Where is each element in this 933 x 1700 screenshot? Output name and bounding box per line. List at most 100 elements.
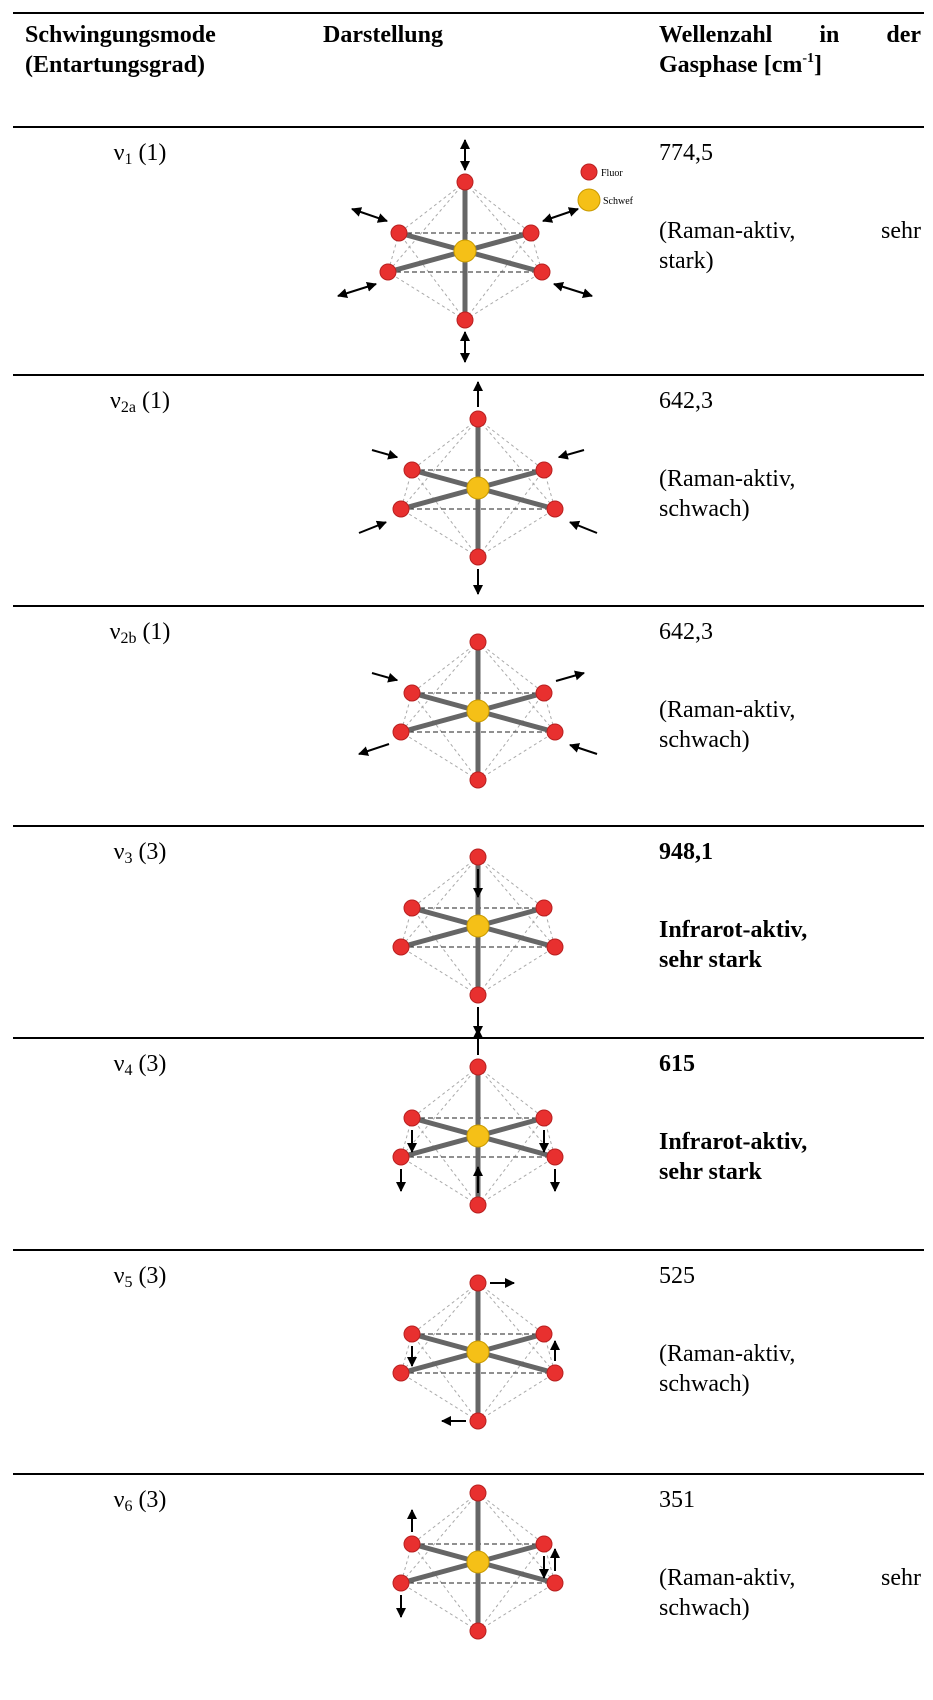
mode-index: 3 <box>124 850 133 867</box>
degeneracy: (3) <box>138 1263 167 1289</box>
fluorine-atom <box>546 1364 564 1382</box>
mode-symbol: ν <box>113 839 125 865</box>
displacement-arrow <box>358 743 390 756</box>
rule <box>13 605 924 607</box>
octahedron-edge <box>464 232 532 321</box>
octahedron-edge <box>400 641 479 733</box>
octahedron-edge <box>398 232 466 321</box>
note-line: (Raman-aktiv, sehr <box>659 1565 921 1591</box>
octahedron-edge <box>477 1582 556 1632</box>
octahedron-edge <box>477 731 556 781</box>
displacement-arrow <box>569 743 598 755</box>
wavenumber: 774,5 <box>659 140 713 166</box>
octahedron-edge <box>464 181 532 234</box>
octahedron-edge <box>477 418 556 510</box>
mode-symbol: ν <box>109 619 121 645</box>
header-text: Gasphase [cm-1] <box>659 50 921 80</box>
octahedron-edge <box>477 469 545 558</box>
octahedron-edge <box>464 181 543 273</box>
octahedron-edge <box>398 181 466 234</box>
octahedron-edge <box>411 1543 479 1632</box>
note-line: sehr stark <box>659 947 762 973</box>
displacement-arrow <box>351 207 388 223</box>
octahedron-edge <box>477 1282 556 1374</box>
note-line: (Raman-aktiv, <box>659 466 796 492</box>
fluorine-atom <box>469 1484 487 1502</box>
note-line: schwach) <box>659 1371 750 1397</box>
octahedron-edge <box>411 1282 479 1335</box>
fluorine-atom <box>392 723 410 741</box>
note-line: schwach) <box>659 496 750 522</box>
mode-cell: ν3 (3) <box>40 837 240 867</box>
fluorine-atom <box>469 1622 487 1640</box>
fluorine-atom <box>469 986 487 1004</box>
octahedron-edge <box>400 1156 479 1206</box>
note-line: sehr stark <box>659 1159 762 1185</box>
fluorine-atom <box>546 500 564 518</box>
mode-index: 6 <box>124 1498 133 1515</box>
fluorine-atom <box>456 311 474 329</box>
octahedron-edge <box>411 469 479 558</box>
octahedron-edge <box>477 1543 545 1632</box>
mode-symbol: ν <box>113 1487 125 1513</box>
octahedron-edge <box>477 1333 545 1422</box>
displacement-arrow <box>555 670 585 682</box>
header-text: ] <box>814 52 823 78</box>
fluorine-atom <box>546 723 564 741</box>
octahedron-edge <box>400 946 479 996</box>
mode-cell: ν2b (1) <box>40 617 240 647</box>
header-text: Darstellung <box>323 22 443 48</box>
fluorine-atom <box>469 771 487 789</box>
octahedron-edge <box>411 856 479 909</box>
fluorine-atom <box>379 263 397 281</box>
mode-symbol: ν <box>110 388 121 414</box>
octahedron-edge <box>400 418 479 510</box>
wavenumber: 642,3 <box>659 619 713 645</box>
mode-index: 2a <box>120 399 136 416</box>
octahedron-edge <box>477 418 545 471</box>
superscript: -1 <box>802 51 815 66</box>
wavenumber: 615 <box>659 1051 695 1077</box>
octahedron-edge <box>477 856 545 909</box>
fluorine-atom <box>546 938 564 956</box>
fluorine-atom <box>469 1412 487 1430</box>
fluorine-atom <box>533 263 551 281</box>
fluorine-atom <box>522 224 540 242</box>
sulfur-atom <box>466 1340 490 1364</box>
header-wavenumber: Wellenzahl in der Gasphase [cm-1] <box>659 20 921 80</box>
fluorine-atom <box>403 684 421 702</box>
header-figure: Darstellung <box>323 20 443 50</box>
rule <box>13 126 924 128</box>
fluorine-atom <box>469 633 487 651</box>
note: (Raman-aktiv, schwach) <box>659 695 921 755</box>
fluorine-atom <box>535 1325 553 1343</box>
octahedron-edge <box>477 946 556 996</box>
fluorine-atom <box>392 938 410 956</box>
fluorine-atom <box>469 1058 487 1076</box>
degeneracy: (1) <box>138 140 167 166</box>
note-line: (Raman-aktiv, <box>659 1341 796 1367</box>
note-line: stark) <box>659 248 714 274</box>
sulfur-atom <box>466 914 490 938</box>
sulfur-atom <box>466 476 490 500</box>
rule <box>13 12 924 14</box>
legend-sulfur <box>577 188 601 212</box>
fluorine-atom <box>456 173 474 191</box>
legend-label: Schwef <box>603 196 634 207</box>
legend-label: Fluor <box>601 168 623 179</box>
mode-index: 5 <box>124 1274 133 1291</box>
fluorine-atom <box>469 848 487 866</box>
note-line: (Raman-aktiv, sehr <box>659 218 921 244</box>
octahedron-edge <box>411 1117 479 1206</box>
rule <box>13 374 924 376</box>
sulfur-atom <box>453 239 477 263</box>
degeneracy: (1) <box>142 619 171 645</box>
rule <box>13 825 924 827</box>
fluorine-atom <box>403 899 421 917</box>
displacement-arrow <box>553 281 593 299</box>
note-line: (Raman-aktiv, <box>659 697 796 723</box>
octahedron-edge <box>411 692 479 781</box>
octahedron-edge <box>400 508 479 558</box>
